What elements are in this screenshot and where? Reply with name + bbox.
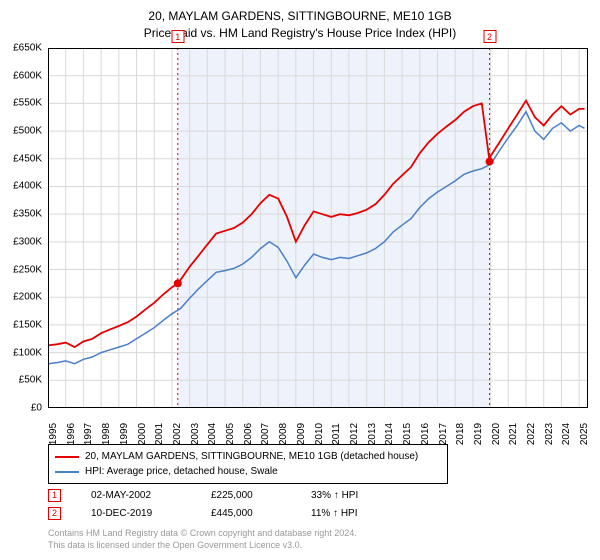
x-tick-label: 2001 — [154, 423, 165, 445]
legend-swatch — [55, 456, 79, 458]
legend-item: 20, MAYLAM GARDENS, SITTINGBOURNE, ME10 … — [55, 449, 441, 464]
x-tick-label: 2017 — [438, 423, 449, 445]
x-tick-label: 2011 — [331, 423, 342, 445]
x-tick-label: 2000 — [137, 423, 148, 445]
y-tick-label: £150K — [13, 319, 42, 330]
y-tick-label: £0 — [31, 403, 42, 414]
x-tick-label: 2015 — [402, 423, 413, 445]
x-tick-label: 2019 — [473, 423, 484, 445]
chart-container: 20, MAYLAM GARDENS, SITTINGBOURNE, ME10 … — [0, 0, 600, 560]
y-tick-label: £200K — [13, 292, 42, 303]
sale-row: 1 02-MAY-2002 £225,000 33% ↑ HPI — [48, 486, 358, 504]
legend-item: HPI: Average price, detached house, Swal… — [55, 464, 441, 479]
y-tick-label: £550K — [13, 98, 42, 109]
x-tick-label: 1995 — [48, 423, 59, 445]
x-tick-label: 2012 — [349, 423, 360, 445]
y-tick-label: £50K — [19, 375, 42, 386]
x-tick-label: 2008 — [278, 423, 289, 445]
x-tick-label: 1996 — [66, 423, 77, 445]
footnote-line-2: This data is licensed under the Open Gov… — [48, 540, 357, 552]
x-tick-label: 2022 — [526, 423, 537, 445]
x-tick-label: 1999 — [119, 423, 130, 445]
sale-marker-icon: 1 — [48, 489, 61, 502]
x-tick-label: 2005 — [225, 423, 236, 445]
x-tick-label: 2023 — [544, 423, 555, 445]
x-tick-label: 2004 — [207, 423, 218, 445]
sale-delta: 11% ↑ HPI — [311, 508, 358, 519]
y-tick-label: £650K — [13, 43, 42, 54]
sales-table: 1 02-MAY-2002 £225,000 33% ↑ HPI 2 10-DEC-201… — [48, 486, 358, 522]
x-tick-label: 2018 — [455, 423, 466, 445]
plot-area: 12 — [48, 48, 588, 408]
sale-delta: 33% ↑ HPI — [311, 490, 358, 501]
x-axis: 1995199619971998199920002001200220032004… — [48, 410, 588, 440]
x-tick-label: 2021 — [508, 423, 519, 445]
sale-marker-1: 1 — [171, 30, 184, 43]
y-tick-label: £250K — [13, 264, 42, 275]
sale-date: 02-MAY-2002 — [91, 490, 181, 501]
y-tick-label: £400K — [13, 181, 42, 192]
sale-price: £445,000 — [211, 508, 281, 519]
y-tick-label: £450K — [13, 153, 42, 164]
x-tick-label: 2003 — [190, 423, 201, 445]
legend-label: HPI: Average price, detached house, Swal… — [85, 464, 278, 479]
y-tick-label: £100K — [13, 347, 42, 358]
x-tick-label: 2025 — [579, 423, 590, 445]
legend: 20, MAYLAM GARDENS, SITTINGBOURNE, ME10 … — [48, 444, 448, 484]
x-tick-label: 1998 — [101, 423, 112, 445]
x-tick-label: 2010 — [314, 423, 325, 445]
sale-marker-2: 2 — [483, 30, 496, 43]
x-tick-label: 2016 — [420, 423, 431, 445]
plot-svg — [48, 48, 588, 408]
x-tick-label: 2024 — [561, 423, 572, 445]
x-tick-label: 2013 — [367, 423, 378, 445]
y-tick-label: £350K — [13, 209, 42, 220]
chart-title-block: 20, MAYLAM GARDENS, SITTINGBOURNE, ME10 … — [0, 0, 600, 42]
x-tick-label: 2006 — [243, 423, 254, 445]
legend-swatch — [55, 471, 79, 473]
x-tick-label: 2014 — [384, 423, 395, 445]
footnote: Contains HM Land Registry data © Crown c… — [48, 528, 357, 551]
y-tick-label: £600K — [13, 70, 42, 81]
y-tick-label: £500K — [13, 126, 42, 137]
y-tick-label: £300K — [13, 236, 42, 247]
y-axis: £0£50K£100K£150K£200K£250K£300K£350K£400… — [0, 48, 46, 408]
legend-label: 20, MAYLAM GARDENS, SITTINGBOURNE, ME10 … — [85, 449, 418, 464]
x-tick-label: 2020 — [491, 423, 502, 445]
footnote-line-1: Contains HM Land Registry data © Crown c… — [48, 528, 357, 540]
x-tick-label: 2007 — [260, 423, 271, 445]
title-line-1: 20, MAYLAM GARDENS, SITTINGBOURNE, ME10 … — [0, 8, 600, 25]
title-line-2: Price paid vs. HM Land Registry's House … — [0, 25, 600, 42]
x-tick-label: 2002 — [172, 423, 183, 445]
sale-price: £225,000 — [211, 490, 281, 501]
x-tick-label: 1997 — [83, 423, 94, 445]
sale-row: 2 10-DEC-2019 £445,000 11% ↑ HPI — [48, 504, 358, 522]
sale-marker-icon: 2 — [48, 507, 61, 520]
x-tick-label: 2009 — [296, 423, 307, 445]
sale-date: 10-DEC-2019 — [91, 508, 181, 519]
